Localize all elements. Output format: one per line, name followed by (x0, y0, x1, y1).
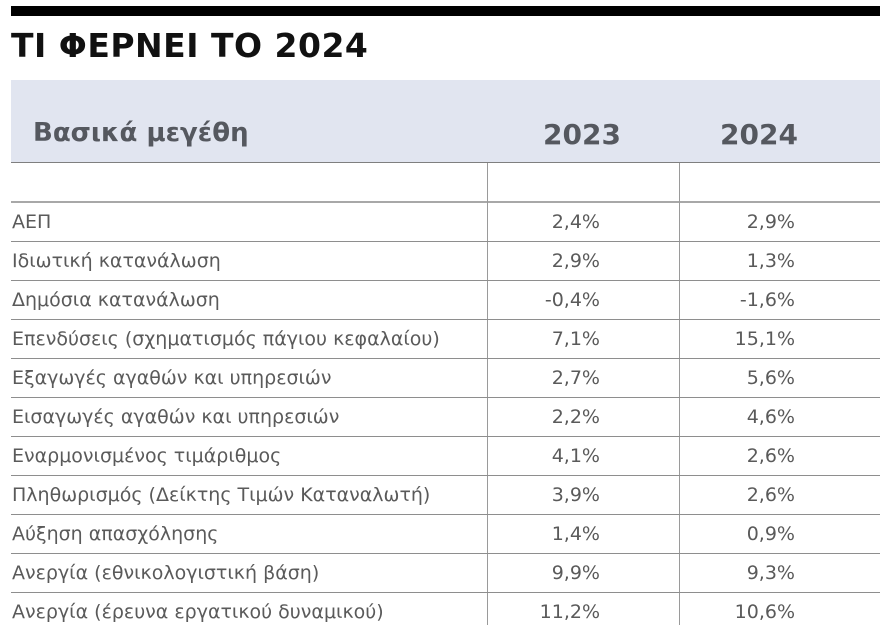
value-2023: 3,9% (551, 484, 600, 506)
row-label: Επενδύσεις (σχηματισμός πάγιου κεφαλαίου… (12, 328, 440, 350)
value-2024: 15,1% (734, 328, 795, 350)
row-label: Αύξηση απασχόλησης (12, 523, 219, 545)
table-row: Δημόσια κατανάλωση -0,4% -1,6% (11, 281, 880, 320)
value-2024: 1,3% (746, 250, 795, 272)
value-2024: 9,3% (746, 562, 795, 584)
value-2023: 4,1% (551, 445, 600, 467)
table-row: Ιδιωτική κατανάλωση 2,9% 1,3% (11, 242, 880, 281)
table-row: ΑΕΠ 2,4% 2,9% (11, 203, 880, 242)
row-label: Πληθωρισμός (Δείκτης Τιμών Καταναλωτή) (12, 484, 431, 506)
table-header: Βασικά μεγέθη 2023 2024 (11, 80, 880, 163)
value-2023: 11,2% (539, 601, 600, 623)
header-2024: 2024 (720, 118, 798, 151)
row-label: Δημόσια κατανάλωση (12, 289, 220, 311)
column-divider (679, 80, 680, 625)
value-2023: -0,4% (544, 289, 600, 311)
indicators-table: Βασικά μεγέθη 2023 2024 ΑΕΠ 2,4% 2,9% Ιδιωτ… (11, 80, 880, 631)
table-row: Ανεργία (έρευνα εργατικού δυναμικού) 11,2… (11, 593, 880, 631)
value-2024: 2,9% (746, 211, 795, 233)
value-2024: 10,6% (734, 601, 795, 623)
table-row: Ανεργία (εθνικολογιστική βάση) 9,9% 9,3% (11, 554, 880, 593)
value-2023: 2,2% (551, 406, 600, 428)
table-row: Εξαγωγές αγαθών και υπηρεσιών 2,7% 5,6% (11, 359, 880, 398)
table-row: Εναρμονισμένος τιμάριθμος 4,1% 2,6% (11, 437, 880, 476)
table-row: Εισαγωγές αγαθών και υπηρεσιών 2,2% 4,6% (11, 398, 880, 437)
row-label: Ανεργία (εθνικολογιστική βάση) (12, 562, 320, 584)
row-label: Εισαγωγές αγαθών και υπηρεσιών (12, 406, 340, 428)
value-2023: 2,7% (551, 367, 600, 389)
top-rule (11, 6, 880, 16)
row-label: Εναρμονισμένος τιμάριθμος (12, 445, 282, 467)
value-2024: 0,9% (746, 523, 795, 545)
value-2024: 2,6% (746, 445, 795, 467)
column-divider (487, 80, 488, 625)
row-label: Ανεργία (έρευνα εργατικού δυναμικού) (12, 601, 384, 623)
header-indicator: Βασικά μεγέθη (33, 118, 249, 148)
value-2024: 4,6% (746, 406, 795, 428)
row-label: Εξαγωγές αγαθών και υπηρεσιών (12, 367, 332, 389)
table-row: Επενδύσεις (σχηματισμός πάγιου κεφαλαίου… (11, 320, 880, 359)
value-2023: 2,4% (551, 211, 600, 233)
value-2023: 1,4% (551, 523, 600, 545)
table-row: Πληθωρισμός (Δείκτης Τιμών Καταναλωτή) 3,… (11, 476, 880, 515)
value-2023: 2,9% (551, 250, 600, 272)
value-2023: 7,1% (551, 328, 600, 350)
header-2023: 2023 (543, 118, 621, 151)
empty-row (11, 163, 880, 203)
row-label: Ιδιωτική κατανάλωση (12, 250, 221, 272)
value-2023: 9,9% (551, 562, 600, 584)
value-2024: 2,6% (746, 484, 795, 506)
table-row: Αύξηση απασχόλησης 1,4% 0,9% (11, 515, 880, 554)
page-title: ΤΙ ΦΕΡΝΕΙ ΤΟ 2024 (11, 26, 369, 65)
row-label: ΑΕΠ (12, 211, 52, 233)
value-2024: -1,6% (739, 289, 795, 311)
value-2024: 5,6% (746, 367, 795, 389)
